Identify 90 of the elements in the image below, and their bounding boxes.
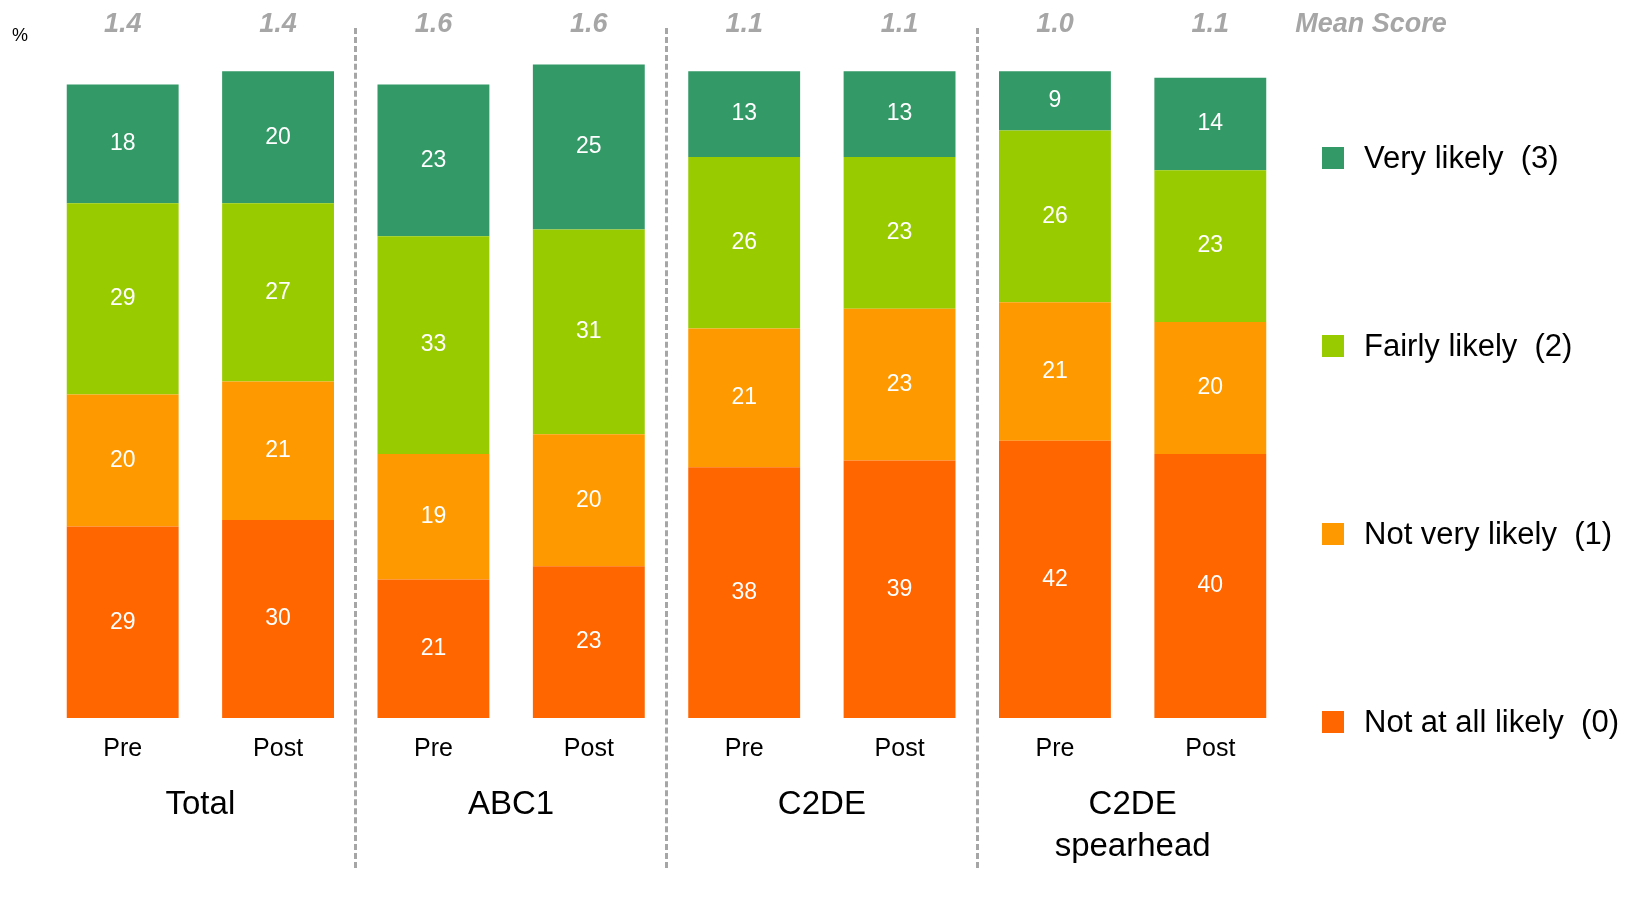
bar [532,229,645,435]
x-tick-label: Post [1185,732,1236,761]
text: 1.1 [1191,8,1230,39]
text: C2DE spearhead [1054,784,1211,864]
data-label: 23 [886,370,913,397]
data-label: 38 [731,577,757,604]
data-label: 20 [576,485,602,512]
bar [377,236,490,454]
bar [999,130,1111,303]
data-label: 20 [265,122,291,149]
bar [688,157,801,329]
data-label: 14 [1197,109,1224,136]
legend-label: Not at all likely (0) [1364,704,1619,740]
data-label: 13 [731,99,757,126]
text: 1.4 [103,8,142,39]
data-label: 31 [576,317,602,344]
bar [1154,170,1267,322]
data-label: 20 [109,445,136,472]
bar [999,71,1111,131]
data-label: 29 [109,607,136,634]
bar [532,566,645,718]
text: ABC1 [468,784,555,822]
bar [532,64,645,230]
bar [66,394,179,527]
bar [688,328,801,468]
data-label: 9 [1048,86,1062,113]
bar [843,71,956,157]
text: 1.1 [880,8,919,39]
data-label: 20 [1197,373,1224,400]
data-label: 23 [420,145,447,172]
bar [377,84,490,237]
text: 1.4 [259,8,297,39]
bar [999,302,1111,441]
legend-label: Very likely (3) [1364,140,1559,176]
data-label: 26 [1042,201,1068,228]
bar [66,526,179,718]
bar [66,84,179,204]
bar [532,434,645,567]
data-label: 39 [886,574,913,601]
bar [222,381,334,520]
text: 1.6 [414,8,454,39]
y-axis-title: % [12,24,29,45]
bar [377,454,490,580]
bar [999,440,1111,718]
bar [843,308,956,461]
x-tick-label: Pre [724,732,764,761]
bar [843,460,956,718]
bar [66,203,179,395]
bar [688,71,801,157]
bar [222,71,334,204]
data-label: 33 [420,330,447,357]
bar [222,203,334,382]
data-label: 21 [731,383,757,410]
x-tick-label: Post [253,732,304,761]
data-label: 23 [576,627,602,654]
text: C2DE [777,784,866,822]
data-label: 29 [109,284,136,311]
data-label: 27 [265,277,291,304]
data-label: 30 [265,604,291,631]
legend-label: Fairly likely (2) [1364,328,1573,364]
data-label: 21 [1042,356,1068,383]
data-label: 23 [1197,231,1224,258]
x-tick-label: Pre [1035,732,1075,761]
bar [843,157,956,309]
x-tick-label: Pre [413,732,453,761]
bar [1154,322,1267,454]
data-label: 21 [420,634,447,661]
text: 1.0 [1036,8,1074,39]
data-label: 25 [576,132,602,159]
bar [1154,77,1267,171]
data-label: 13 [886,99,913,126]
data-label: 18 [109,129,136,156]
text: 1.1 [725,8,763,39]
text: Mean Score [1295,8,1447,39]
data-label: 19 [420,502,447,529]
data-label: 40 [1197,571,1224,598]
bar [1154,454,1267,718]
text: Total [165,784,236,822]
bar [377,579,490,718]
data-label: 23 [886,218,913,245]
bar [222,520,334,718]
text: 1.6 [570,8,609,39]
x-tick-label: Pre [103,732,143,761]
data-label: 21 [265,436,291,463]
data-label: 42 [1042,564,1068,591]
legend-label: Not very likely (1) [1364,516,1613,552]
bar [688,467,801,718]
x-tick-label: Post [874,732,925,761]
x-tick-label: Post [563,732,614,761]
data-label: 26 [731,228,757,255]
